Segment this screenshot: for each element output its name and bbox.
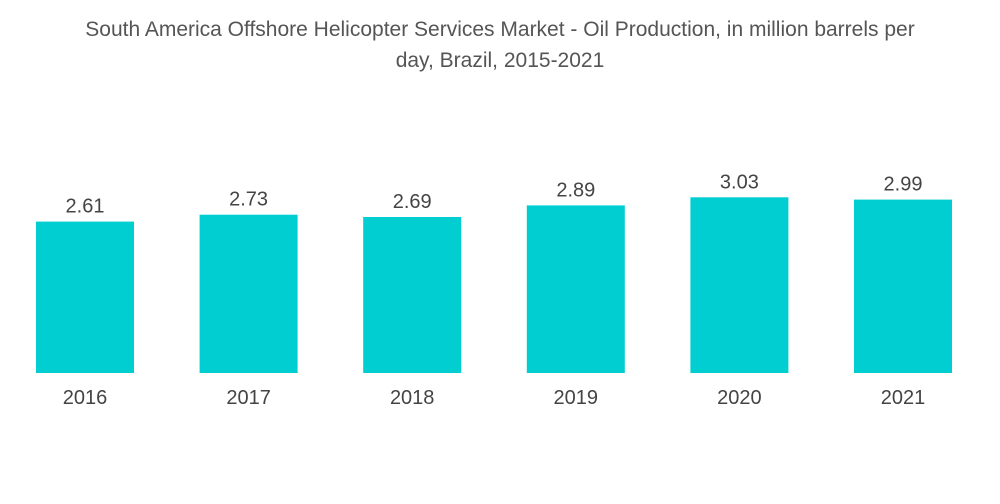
x-tick-label-2020: 2020	[717, 387, 762, 409]
data-label-2019: 2.89	[556, 179, 595, 201]
bar-2016	[36, 221, 134, 373]
bar-2018	[363, 217, 462, 373]
x-tick-label-2019: 2019	[554, 387, 599, 409]
chart-title-line-1: South America Offshore Helicopter Servic…	[85, 18, 915, 41]
bar-2021	[854, 199, 952, 373]
chart-title: South America Offshore Helicopter Servic…	[0, 14, 1000, 76]
bar-2020	[690, 197, 789, 373]
x-tick-label-2017: 2017	[226, 387, 271, 409]
chart-title-line-2: day, Brazil, 2015-2021	[395, 49, 605, 72]
data-label-2018: 2.69	[393, 191, 432, 213]
x-tick-label-2018: 2018	[390, 387, 435, 409]
data-label-2016: 2.61	[66, 196, 105, 218]
data-label-2017: 2.73	[229, 189, 268, 211]
data-label-2020: 3.03	[720, 171, 759, 193]
x-tick-label-2016: 2016	[63, 387, 108, 409]
x-tick-label-2021: 2021	[881, 387, 926, 409]
bar-2017	[199, 214, 298, 373]
data-label-2021: 2.99	[884, 174, 923, 196]
bar-2019	[526, 205, 625, 373]
